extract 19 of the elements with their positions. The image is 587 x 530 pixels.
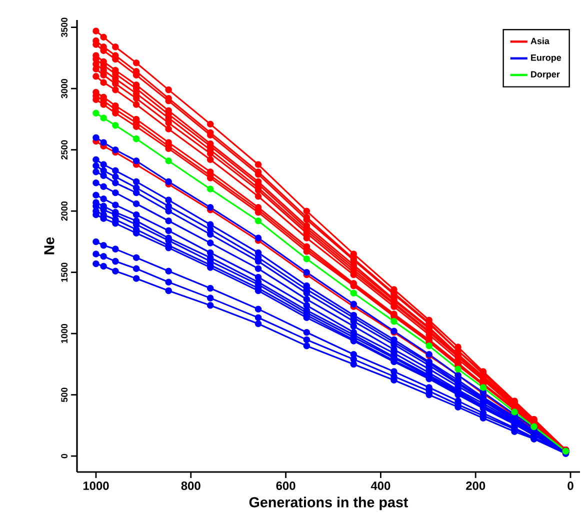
legend-label: Europe	[531, 54, 562, 63]
x-tick-label: 400	[370, 482, 390, 490]
y-tick-label: 3000	[61, 78, 68, 98]
y-tick-label: 2500	[61, 140, 68, 160]
y-tick-label: 0	[61, 454, 68, 458]
legend-label: Asia	[530, 38, 550, 44]
x-tick-label: 1000	[83, 482, 109, 490]
y-tick-label: 500	[61, 388, 68, 402]
y-tick-label: 3500	[61, 18, 68, 38]
x-tick-label: 800	[181, 482, 200, 490]
legend-label: Dorper	[531, 71, 560, 80]
y-axis-title: Ne	[44, 237, 54, 254]
x-axis-title: Generations in the past	[249, 496, 408, 510]
x-tick-label: 0	[568, 482, 574, 490]
x-tick-label: 600	[276, 482, 296, 490]
x-tick-label: 200	[466, 482, 486, 490]
y-tick-label: 1000	[61, 324, 68, 343]
y-tick-label: 2000	[61, 201, 68, 221]
y-tick-label: 1500	[61, 262, 68, 282]
